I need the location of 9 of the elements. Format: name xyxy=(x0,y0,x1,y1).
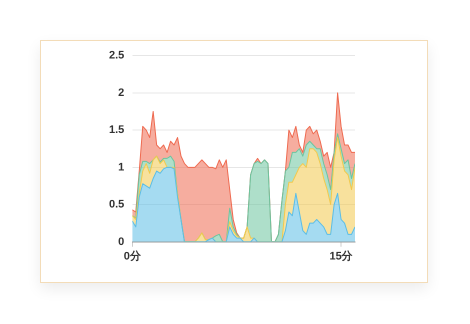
y-tick-label: 1 xyxy=(118,161,124,174)
x-tick-label: 0分 xyxy=(124,249,142,262)
y-tick-label: 1.5 xyxy=(108,124,124,136)
x-tick-label: 15分 xyxy=(329,249,354,262)
y-tick-label: 2.5 xyxy=(108,50,124,62)
y-tick-label: 0 xyxy=(118,236,124,248)
card-frame: 0分 15分 0 0.5 1 1.5 2 2.5 xyxy=(40,40,428,283)
y-tick-label: 2 xyxy=(118,86,124,99)
y-tick-label: 0.5 xyxy=(108,198,124,211)
